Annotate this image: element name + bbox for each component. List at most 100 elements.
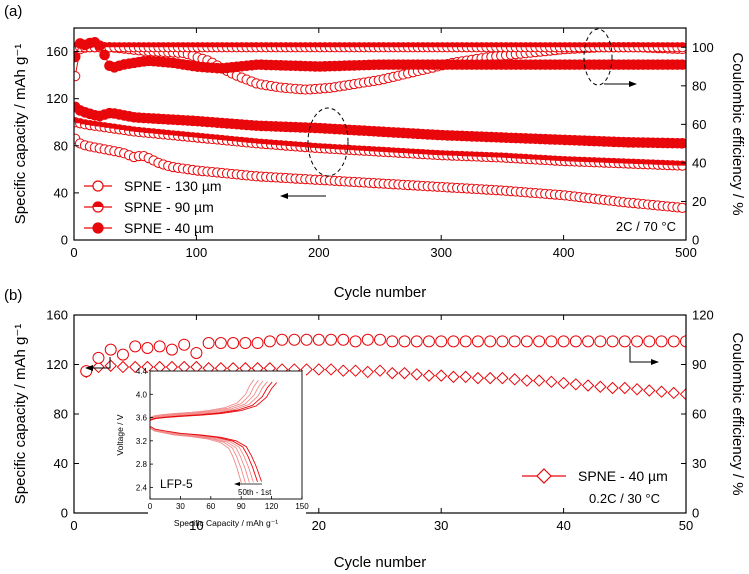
efficiency-point xyxy=(214,337,227,350)
efficiency-point xyxy=(239,337,252,350)
y-right-tick-label: 80 xyxy=(692,78,706,93)
efficiency-point xyxy=(92,351,105,364)
panel-a-ylabel-left: Specific capacity / mAh g⁻¹ xyxy=(12,44,29,224)
legend-label: SPNE - 40 µm xyxy=(124,220,214,236)
capacity-point xyxy=(643,384,656,397)
inset-y-tick-label: 3.2 xyxy=(136,437,148,446)
inset-x-tick-label: 90 xyxy=(237,502,246,511)
efficiency-point xyxy=(422,335,435,348)
x-tick-label: 400 xyxy=(553,245,575,260)
panel-a-xlabel: Cycle number xyxy=(334,284,427,301)
legend-label: SPNE - 90 µm xyxy=(124,199,214,215)
inset-y-tick-label: 4.4 xyxy=(136,367,148,376)
inset-x-tick-label: 150 xyxy=(295,502,309,511)
efficiency-point xyxy=(349,335,362,348)
y-left-tick-label: 160 xyxy=(46,44,68,59)
panel-b-label: (b) xyxy=(4,287,22,304)
efficiency-point xyxy=(667,335,680,348)
x-tick-label: 30 xyxy=(434,518,448,533)
panel-a-ylabel-right: Coulombic efficiency / % xyxy=(729,52,746,215)
capacity-point xyxy=(606,381,619,395)
x-tick-label: 500 xyxy=(675,245,697,260)
inset-frame xyxy=(149,370,303,500)
capacity-point xyxy=(520,374,534,387)
legend-item-90um: SPNE - 90 µm xyxy=(84,199,214,215)
efficiency-point xyxy=(618,335,631,348)
y-right-tick-label: 60 xyxy=(692,407,706,422)
efficiency-point xyxy=(312,333,325,346)
efficiency-point xyxy=(631,335,644,348)
capacity-point xyxy=(422,369,436,382)
efficiency-point xyxy=(533,335,546,348)
x-tick-label: 10 xyxy=(189,518,203,533)
x-tick-label: 200 xyxy=(308,245,330,260)
series-3 xyxy=(74,36,686,149)
y-left-tick-label: 160 xyxy=(46,308,68,323)
efficiency-point xyxy=(94,40,106,52)
legend-marker-open-circle xyxy=(92,180,104,192)
capacity-point xyxy=(128,360,142,374)
efficiency-point xyxy=(447,335,460,348)
y-left-tick-label: 80 xyxy=(54,407,68,422)
x-tick-label: 300 xyxy=(430,245,452,260)
x-tick-label: 50 xyxy=(679,518,693,533)
efficiency-point xyxy=(484,335,497,348)
panel-b-xlabel: Cycle number xyxy=(334,554,427,571)
capacity-point xyxy=(361,365,374,379)
capacity-point xyxy=(677,202,686,213)
efficiency-point xyxy=(459,335,472,348)
panel-b-legend: SPNE - 40 µm xyxy=(522,468,668,484)
x-tick-label: 20 xyxy=(312,518,326,533)
inset-label: LFP-5 xyxy=(160,477,193,491)
series-efficiency xyxy=(74,36,686,74)
inset-y-tick-label: 2.8 xyxy=(136,460,148,469)
capacity-point xyxy=(594,380,607,393)
efficiency-point xyxy=(325,333,338,346)
y-right-tick-label: 100 xyxy=(692,40,714,55)
panel-b-left-arrowhead xyxy=(85,365,93,371)
series-efficiency xyxy=(80,333,686,378)
capacity-point xyxy=(655,385,668,398)
capacity-point xyxy=(471,371,485,385)
legend-item-130um: SPNE - 130 µm xyxy=(84,178,222,194)
panel-a-condition: 2C / 70 °C xyxy=(616,219,676,234)
panel-a-series xyxy=(74,36,686,213)
capacity-point xyxy=(496,371,509,385)
panel-a-capacity-ellipse xyxy=(307,107,349,177)
panel-b-left-arrow xyxy=(90,357,111,369)
efficiency-point xyxy=(545,335,558,348)
efficiency-point xyxy=(251,337,264,350)
inset-discharge-curve xyxy=(149,427,242,484)
panel-a-right-arrowhead xyxy=(629,81,637,87)
panel-a-left-arrowhead xyxy=(280,193,288,199)
legend-label: SPNE - 40 µm xyxy=(578,468,668,484)
capacity-point xyxy=(141,360,154,374)
panel-a-efficiency-ellipse xyxy=(583,28,613,86)
y-right-tick-label: 20 xyxy=(692,194,706,209)
efficiency-point xyxy=(116,348,129,361)
efficiency-point xyxy=(104,343,117,356)
capacity-point xyxy=(434,369,448,382)
efficiency-point xyxy=(655,335,668,348)
capacity-point xyxy=(349,364,362,377)
inset-axes: 0 30 60 90 120 150 2.4 2.8 3.2 3.6 4.0 4.4 xyxy=(136,367,309,511)
efficiency-point xyxy=(129,340,142,353)
efficiency-point xyxy=(165,343,178,356)
capacity-point xyxy=(116,360,130,374)
inset-chart: 0 30 60 90 120 150 2.4 2.8 3.2 3.6 4.0 4.4 Specific… xyxy=(115,367,309,528)
capacity-point xyxy=(569,378,583,391)
inset-y-tick-label: 4.0 xyxy=(136,390,148,399)
capacity-point xyxy=(324,363,338,376)
capacity-point xyxy=(557,376,570,390)
x-tick-label: 40 xyxy=(556,518,570,533)
y-right-tick-label: 120 xyxy=(692,308,714,323)
panel-b-ylabel-left: Specific capacity / mAh g⁻¹ xyxy=(12,324,29,504)
inset-background xyxy=(148,371,306,516)
panel-b-right-arrowhead xyxy=(651,359,659,365)
inset-curves xyxy=(149,379,278,484)
y-left-tick-label: 0 xyxy=(61,233,68,248)
y-right-tick-label: 60 xyxy=(692,117,706,132)
